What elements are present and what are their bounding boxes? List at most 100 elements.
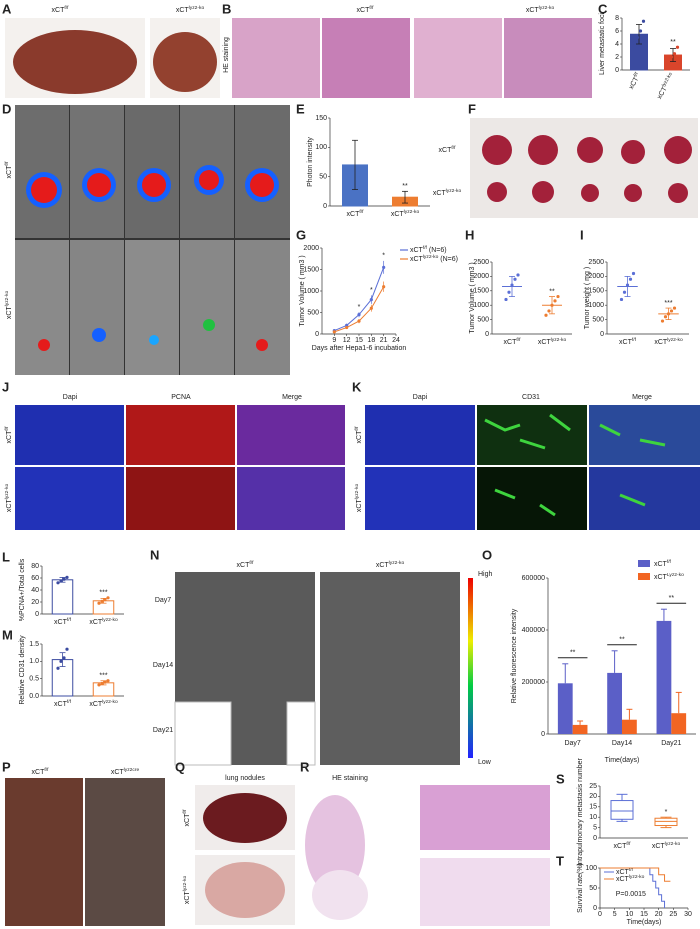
histology <box>420 858 550 926</box>
day-label: Day14 <box>153 662 173 669</box>
data-point <box>106 596 110 600</box>
data-point <box>622 290 627 294</box>
y-tick-label: 0 <box>593 835 597 842</box>
label-sup: f/f <box>667 559 672 565</box>
x-tick-label: Day14 <box>612 740 632 747</box>
data-point <box>675 45 680 49</box>
panel-letter: G <box>296 227 306 242</box>
x-tick-label: xCTf/f <box>504 337 522 346</box>
significance: * <box>382 253 385 260</box>
photo <box>470 118 698 218</box>
panel-letter: I <box>580 227 584 242</box>
legend-swatch <box>638 573 650 580</box>
y-axis-label: Liver metastatic foci <box>599 13 606 75</box>
y-tick-label: 1.0 <box>29 658 39 665</box>
y-axis-label: Intrapulmonary metastasis number <box>577 757 584 865</box>
channel-label: PCNA <box>171 394 191 401</box>
significance: * <box>370 287 373 294</box>
x-axis-label: Days after Hepa1-6 incubation <box>312 345 407 352</box>
data-point <box>510 283 514 287</box>
significance: *** <box>664 300 672 307</box>
tile <box>237 405 345 465</box>
label-sup: f/f <box>629 867 634 873</box>
panel-letter: A <box>2 1 12 16</box>
label-base: xCT <box>111 769 125 776</box>
label-suffix: (N=6) <box>438 256 458 263</box>
label-sup: lyz2-ko <box>539 5 555 11</box>
y-tick-label: 60 <box>31 575 39 582</box>
p-value: P=0.0015 <box>616 891 646 898</box>
signal <box>31 177 57 203</box>
liver <box>13 30 137 94</box>
data-point <box>59 579 63 583</box>
tile <box>15 405 124 465</box>
y-tick-label: 5 <box>593 824 597 831</box>
group-label: xCTlyz2-ko <box>526 5 555 14</box>
data-point <box>669 309 674 313</box>
data-point <box>632 41 637 45</box>
panel-letter: E <box>296 101 305 116</box>
data-point <box>65 647 69 651</box>
signal <box>142 173 166 197</box>
significance: ** <box>549 288 555 295</box>
y-tick-label: 2000 <box>473 273 489 280</box>
panel-letter: K <box>352 379 362 394</box>
channel-label: Merge <box>632 394 652 401</box>
lung-section <box>305 795 365 895</box>
tile <box>15 105 69 238</box>
y-tick-label: 400000 <box>522 627 545 634</box>
label-base: xCT <box>356 499 363 513</box>
group-label: xCTlyz2-ko <box>4 484 13 513</box>
label-sup: lyz2-ko <box>661 71 674 88</box>
significance: *** <box>99 590 107 597</box>
data-point <box>625 283 630 287</box>
label-base: xCT <box>656 85 669 100</box>
data-point <box>641 19 646 23</box>
label-sup: lyz2-ko <box>551 337 567 343</box>
y-axis-label: Relative CD31 density <box>19 635 26 705</box>
survival-curve <box>600 867 671 882</box>
tile <box>477 467 587 530</box>
significance: ** <box>670 39 676 46</box>
day-label: Day7 <box>155 597 171 604</box>
data-point <box>65 575 69 580</box>
group-label: xCTf/f <box>354 426 363 444</box>
x-tick-label: 12 <box>343 337 351 344</box>
x-tick-label: xCTf/f <box>619 337 637 346</box>
panel-letter: M <box>2 627 13 642</box>
panel-letter: P <box>2 759 11 774</box>
marker <box>369 298 373 302</box>
group-label: xCTlyz2-ko <box>176 5 205 14</box>
day-label: Day21 <box>153 727 173 734</box>
data-point <box>62 577 66 581</box>
y-tick-label: 1500 <box>588 288 604 295</box>
label-sup: f/f <box>632 71 640 78</box>
label-base: xCT <box>538 339 552 346</box>
y-tick-label: 0 <box>541 731 545 738</box>
legend-label: xCTlyz2-ko (N=6) <box>410 254 458 263</box>
y-axis-label: %PCNA+/Total cells <box>19 558 26 621</box>
x-tick-label: 0 <box>598 911 602 918</box>
data-point <box>100 599 104 604</box>
group-label: xCTlyz2-ko <box>376 560 405 569</box>
x-tick-label: xCTlyz2-ko <box>89 699 118 708</box>
label-sup: lyz2-ko <box>4 291 10 307</box>
y-axis-label: Survival rate(%) <box>577 863 584 913</box>
label-sup: Lyz2-ko <box>667 572 684 578</box>
channel-label: Dapi <box>63 394 78 401</box>
data-point <box>106 679 110 683</box>
panel-letter: N <box>150 547 159 562</box>
data-point <box>550 303 554 307</box>
data-point <box>660 319 665 323</box>
significance: * <box>358 304 361 311</box>
panel-letter: J <box>2 379 9 394</box>
label-sup: lyz2-ko <box>423 254 439 260</box>
fluorescence <box>15 405 700 530</box>
tumor <box>487 182 507 202</box>
label-sup: f/f <box>4 161 10 166</box>
y-tick-label: 500 <box>477 316 489 323</box>
y-tick-label: 2000 <box>588 273 604 280</box>
label-sup: f/f <box>516 337 521 343</box>
group-label: xCTlyz2-ko <box>354 484 363 513</box>
channel-label: Dapi <box>413 394 428 401</box>
